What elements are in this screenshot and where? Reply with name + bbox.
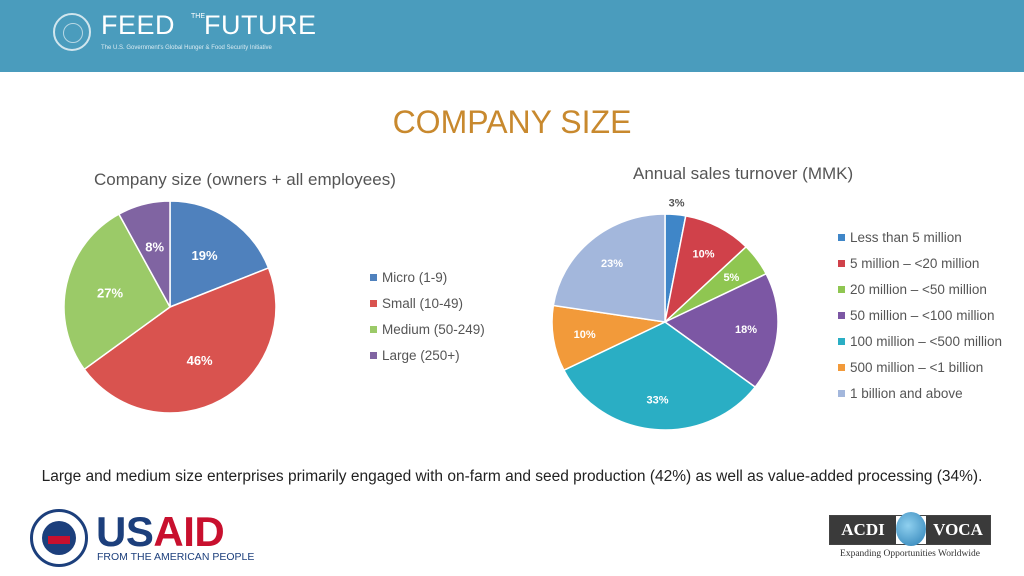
chart2-pie: 3% 10% 5% 18% 33% 10% 23% [551,198,779,431]
legend-swatch [838,285,845,293]
usaid-logo: USAID [96,508,225,555]
pie2-slice-3 [663,272,779,389]
usaid-logo-us: US [96,508,154,555]
legend-swatch [370,299,377,307]
chart1-pie: 19% 46% 27% 8% [63,200,277,414]
pie2-slice-4 [562,321,757,431]
slide-caption: Large and medium size enterprises primar… [41,468,983,485]
pie1-label-0: 19% [192,248,218,263]
globe-icon [896,512,926,546]
chart1-legend: Micro (1-9) Small (10-49) Medium (50-249) L… [370,264,485,368]
chart1-title: Company size (owners + all employees) [94,170,396,189]
usaid-logo-aid: AID [153,508,225,555]
legend-label: 50 million – <100 million [850,307,995,323]
pie2-slice-6 [552,213,666,323]
acdi-voca-tagline: Expanding Opportunities Worldwide [840,549,980,559]
feed-the-future-logo-the: THE [191,13,205,20]
legend2-item-3: 50 million – <100 million [838,302,1002,328]
legend2-item-0: Less than 5 million [838,224,1002,250]
pie1-slice-3 [117,200,171,308]
slide-title: COMPANY SIZE [392,104,632,140]
legend2-item-1: 5 million – <20 million [838,250,1002,276]
acdi-text: ACDI [830,516,896,544]
feed-the-future-logo-future: FUTURE [204,10,317,40]
pie2-label-4: 33% [646,394,668,406]
legend-label: 100 million – <500 million [850,333,1002,349]
pie1-label-3: 8% [145,239,164,254]
legend-label: 1 billion and above [850,385,963,401]
legend-swatch [370,325,377,333]
legend-label: Large (250+) [382,347,460,363]
legend-swatch [838,389,845,397]
legend-swatch [838,259,845,267]
pie2-label-3: 18% [735,324,757,336]
legend-label: 5 million – <20 million [850,255,980,271]
legend-swatch [370,351,377,359]
legend1-item-1: Small (10-49) [370,290,485,316]
legend-swatch [838,311,845,319]
legend-label: 20 million – <50 million [850,281,987,297]
legend-swatch [838,363,845,371]
legend2-item-5: 500 million – <1 billion [838,354,1002,380]
chart2-legend: Less than 5 million 5 million – <20 milli… [838,224,1002,406]
legend1-item-3: Large (250+) [370,342,485,368]
pie2-label-6: 23% [601,258,623,270]
pie2-label-0: 3% [669,198,685,210]
acdi-voca-logo: ACDI VOCA [829,512,991,546]
legend2-item-4: 100 million – <500 million [838,328,1002,354]
pie2-label-1: 10% [692,248,714,260]
feed-the-future-logo-feed: FEED [101,10,176,40]
legend1-item-0: Micro (1-9) [370,264,485,290]
legend-label: Micro (1-9) [382,269,448,285]
legend-label: 500 million – <1 billion [850,359,984,375]
pie1-slice-2 [63,213,171,371]
pie1-slice-1 [83,267,277,414]
usaid-tagline: FROM THE AMERICAN PEOPLE [97,551,255,563]
legend-label: Small (10-49) [382,295,464,311]
pie2-label-5: 10% [574,329,596,341]
legend1-item-2: Medium (50-249) [370,316,485,342]
legend-label: Less than 5 million [850,229,962,245]
pie1-slice-0 [169,200,270,309]
legend-label: Medium (50-249) [382,321,485,337]
header-banner: FEED THE FUTURE The U.S. Government's Gl… [0,0,1024,72]
legend-swatch [370,273,377,281]
legend2-item-6: 1 billion and above [838,380,1002,406]
chart2-title: Annual sales turnover (MMK) [633,164,854,183]
legend2-item-2: 20 million – <50 million [838,276,1002,302]
feed-the-future-subtitle: The U.S. Government's Global Hunger & Fo… [101,45,272,51]
legend-swatch [838,233,845,241]
voca-text: VOCA [926,516,990,544]
pie2-label-2: 5% [723,272,739,284]
legend-swatch [838,337,845,345]
us-seal-icon [53,13,91,51]
pie1-label-1: 46% [187,353,213,368]
usaid-seal-icon [30,509,88,567]
pie1-label-2: 27% [97,286,123,301]
